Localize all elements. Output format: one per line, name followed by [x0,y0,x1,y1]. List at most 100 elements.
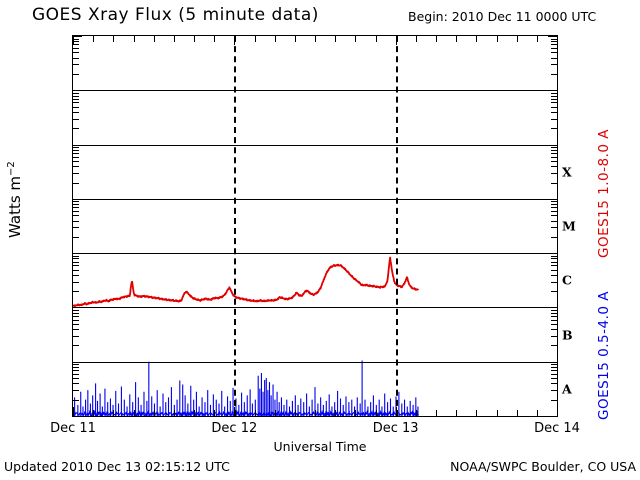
xtick-bottom [214,410,216,416]
ytick-minor-right [551,274,557,276]
long-channel-trace [73,256,420,308]
ytick-minor-left [73,38,79,40]
xtick-bottom [516,410,518,416]
xtick-top [375,36,377,42]
gridline-1e-6 [73,253,557,255]
ytick-major-right [548,198,557,200]
ytick-minor-left [73,274,79,276]
ytick-minor-left [73,329,79,330]
ytick-minor-right [551,269,557,271]
xtick-top [214,36,216,42]
ytick-minor-left [73,345,79,347]
xtick-top [294,36,296,42]
ytick-minor-right [551,111,557,113]
day-divider-2 [395,36,398,416]
xtick-bottom [234,407,236,416]
ytick-minor-left [73,98,79,100]
xtick-top [73,36,74,45]
xtick-top [274,36,276,42]
ytick-minor-left [73,73,79,75]
ytick-minor-right [551,204,557,206]
xtick-top [536,36,538,42]
ytick-minor-left [73,236,79,238]
source-credit: NOAA/SWPC Boulder, CO USA [450,459,636,474]
xtick-top [415,36,417,42]
xtick-top [557,36,558,45]
ytick-major-left [73,253,82,255]
xtick-top [355,36,357,42]
ytick-minor-right [551,147,557,149]
ytick-minor-right [551,128,557,130]
ytick-minor-right [551,41,557,43]
gridline-1e-5 [73,198,557,200]
xtick-top [315,36,316,42]
xtick-bottom [315,410,316,416]
ytick-minor-left [73,323,79,325]
ytick-minor-left [73,335,79,337]
ytick-minor-left [73,153,79,154]
day-divider-1 [234,36,237,416]
ytick-minor-right [551,48,557,49]
ytick-major-right [548,144,557,146]
ytick-minor-right [551,156,557,158]
ytick-minor-right [551,173,557,174]
ytick-minor-right [551,265,557,267]
ytick-minor-right [551,309,557,311]
x-tick-dec-14: Dec 14 [534,421,580,436]
gridline-1e-7 [73,307,557,309]
gridline-1e-8 [73,361,557,363]
xtick-bottom [375,410,377,416]
ytick-minor-left [73,102,79,104]
ytick-minor-left [73,319,79,321]
ytick-minor-right [551,73,557,75]
ytick-minor-left [73,261,79,263]
ytick-minor-right [551,367,557,368]
ytick-minor-right [551,291,557,293]
ytick-minor-left [73,269,79,271]
xtick-bottom [194,410,195,416]
ytick-major-right [548,307,557,309]
updated-timestamp: Updated 2010 Dec 13 02:15:12 UTC [4,459,230,474]
xtick-bottom [536,410,538,416]
short-channel-trace [73,360,419,416]
ytick-minor-right [551,64,557,66]
ytick-major-left [73,307,82,309]
ytick-minor-left [73,370,79,372]
ytick-minor-left [73,227,79,229]
xtick-bottom [133,410,135,416]
legend-short-channel: GOES15 0.5-4.0 A [596,291,612,420]
xtick-top [335,36,337,42]
ytick-major-left [73,144,82,146]
ytick-minor-left [73,210,79,212]
ytick-major-right [548,36,557,37]
ytick-minor-left [73,215,79,217]
ytick-minor-right [551,329,557,330]
ytick-minor-left [73,312,79,314]
ytick-minor-right [551,261,557,263]
ytick-minor-left [73,92,79,94]
ytick-minor-left [73,291,79,293]
ytick-minor-left [73,390,79,392]
xtick-bottom [73,407,74,416]
ytick-minor-right [551,227,557,229]
ytick-minor-right [551,166,557,168]
ytick-minor-right [551,236,557,238]
ytick-major-left [73,198,82,200]
ytick-minor-right [551,335,557,337]
ytick-minor-left [73,281,79,283]
xtick-bottom [113,410,115,416]
ytick-minor-left [73,182,79,184]
xtick-bottom [436,410,437,416]
ytick-minor-left [73,48,79,49]
flux-traces [73,256,420,416]
xtick-bottom [274,410,276,416]
xtick-top [234,36,236,45]
xtick-bottom [395,407,397,416]
ytick-major-left [73,361,82,363]
x-axis-title: Universal Time [273,439,367,454]
legend-long-channel: GOES15 1.0-8.0 A [596,129,612,258]
ytick-minor-right [551,378,557,380]
x-tick-dec-13: Dec 13 [372,421,419,436]
ytick-minor-left [73,315,79,317]
ytick-minor-left [73,258,79,260]
